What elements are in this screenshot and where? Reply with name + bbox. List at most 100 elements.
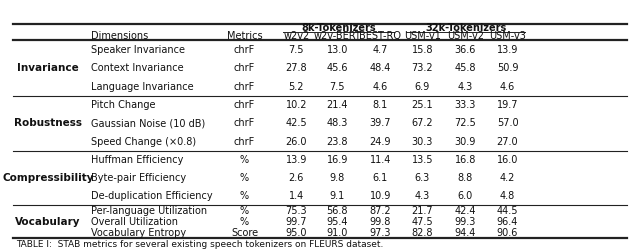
Text: Metrics: Metrics bbox=[227, 31, 262, 41]
Text: 4.3: 4.3 bbox=[415, 191, 430, 201]
Text: 6.3: 6.3 bbox=[415, 173, 430, 183]
Text: 4.3: 4.3 bbox=[458, 81, 473, 91]
Text: Compressibility: Compressibility bbox=[3, 173, 93, 183]
Text: Per-language Utilization: Per-language Utilization bbox=[91, 206, 207, 216]
Text: 72.5: 72.5 bbox=[454, 118, 476, 129]
Text: Robustness: Robustness bbox=[14, 118, 82, 129]
Text: 13.9: 13.9 bbox=[497, 45, 518, 55]
Text: 21.7: 21.7 bbox=[412, 206, 433, 216]
Text: 42.4: 42.4 bbox=[454, 206, 476, 216]
Text: TABLE I:  STAB metrics for several existing speech tokenizers on FLEURS dataset.: TABLE I: STAB metrics for several existi… bbox=[16, 240, 383, 249]
Text: 13.5: 13.5 bbox=[412, 155, 433, 165]
Text: 36.6: 36.6 bbox=[454, 45, 476, 55]
Text: 16.9: 16.9 bbox=[326, 155, 348, 165]
Text: 96.4: 96.4 bbox=[497, 217, 518, 227]
Text: Pitch Change: Pitch Change bbox=[91, 100, 156, 110]
Text: 10.9: 10.9 bbox=[369, 191, 391, 201]
Text: 6.9: 6.9 bbox=[415, 81, 430, 91]
Text: De-duplication Efficiency: De-duplication Efficiency bbox=[91, 191, 212, 201]
Text: chrF: chrF bbox=[234, 118, 255, 129]
Text: 57.0: 57.0 bbox=[497, 118, 518, 129]
Text: 4.8: 4.8 bbox=[500, 191, 515, 201]
Text: 21.4: 21.4 bbox=[326, 100, 348, 110]
Text: chrF: chrF bbox=[234, 81, 255, 91]
Text: %: % bbox=[240, 173, 249, 183]
Text: chrF: chrF bbox=[234, 63, 255, 73]
Text: 1.4: 1.4 bbox=[289, 191, 304, 201]
Text: Context Invariance: Context Invariance bbox=[91, 63, 184, 73]
Text: USM-v2: USM-v2 bbox=[447, 31, 484, 41]
Text: Overall Utilization: Overall Utilization bbox=[91, 217, 178, 227]
Text: Vocabulary: Vocabulary bbox=[15, 217, 81, 227]
Text: 95.0: 95.0 bbox=[285, 228, 307, 238]
Text: Dimensions: Dimensions bbox=[91, 31, 148, 41]
Text: 26.0: 26.0 bbox=[285, 137, 307, 147]
Text: 16.8: 16.8 bbox=[454, 155, 476, 165]
Text: 6.1: 6.1 bbox=[372, 173, 388, 183]
Text: 13.0: 13.0 bbox=[326, 45, 348, 55]
Text: %: % bbox=[240, 191, 249, 201]
Text: 24.9: 24.9 bbox=[369, 137, 391, 147]
Text: 56.8: 56.8 bbox=[326, 206, 348, 216]
Text: 48.4: 48.4 bbox=[369, 63, 391, 73]
Text: 8k-Tokenizers: 8k-Tokenizers bbox=[301, 23, 376, 33]
Text: Language Invariance: Language Invariance bbox=[91, 81, 193, 91]
Text: 4.2: 4.2 bbox=[500, 173, 515, 183]
Text: chrF: chrF bbox=[234, 45, 255, 55]
Text: %: % bbox=[240, 217, 249, 227]
Text: w2v2: w2v2 bbox=[283, 31, 310, 41]
Text: 32k-Tokenizers: 32k-Tokenizers bbox=[425, 23, 506, 33]
Text: 4.7: 4.7 bbox=[372, 45, 388, 55]
Text: 27.0: 27.0 bbox=[497, 137, 518, 147]
Text: chrF: chrF bbox=[234, 100, 255, 110]
Text: 73.2: 73.2 bbox=[412, 63, 433, 73]
Text: 87.2: 87.2 bbox=[369, 206, 391, 216]
Text: 99.8: 99.8 bbox=[369, 217, 391, 227]
Text: 33.3: 33.3 bbox=[454, 100, 476, 110]
Text: 44.5: 44.5 bbox=[497, 206, 518, 216]
Text: %: % bbox=[240, 206, 249, 216]
Text: 8.1: 8.1 bbox=[372, 100, 388, 110]
Text: 4.6: 4.6 bbox=[372, 81, 388, 91]
Text: 5.2: 5.2 bbox=[289, 81, 304, 91]
Text: 9.1: 9.1 bbox=[330, 191, 345, 201]
Text: w2v-BERT: w2v-BERT bbox=[314, 31, 361, 41]
Text: 4.6: 4.6 bbox=[500, 81, 515, 91]
Text: 16.0: 16.0 bbox=[497, 155, 518, 165]
Text: 9.8: 9.8 bbox=[330, 173, 345, 183]
Text: 11.4: 11.4 bbox=[369, 155, 391, 165]
Text: 19.7: 19.7 bbox=[497, 100, 518, 110]
Text: Byte-pair Efficiency: Byte-pair Efficiency bbox=[91, 173, 186, 183]
Text: 30.9: 30.9 bbox=[454, 137, 476, 147]
Text: 50.9: 50.9 bbox=[497, 63, 518, 73]
Text: USM-v1: USM-v1 bbox=[404, 31, 441, 41]
Text: Huffman Efficiency: Huffman Efficiency bbox=[91, 155, 183, 165]
Text: chrF: chrF bbox=[234, 137, 255, 147]
Text: 23.8: 23.8 bbox=[326, 137, 348, 147]
Text: 97.3: 97.3 bbox=[369, 228, 391, 238]
Text: BEST-RQ: BEST-RQ bbox=[359, 31, 401, 41]
Text: 13.9: 13.9 bbox=[285, 155, 307, 165]
Text: 6.0: 6.0 bbox=[458, 191, 473, 201]
Text: USM-v3: USM-v3 bbox=[489, 31, 526, 41]
Text: 27.8: 27.8 bbox=[285, 63, 307, 73]
Text: Gaussian Noise (10 dB): Gaussian Noise (10 dB) bbox=[91, 118, 205, 129]
Text: 30.3: 30.3 bbox=[412, 137, 433, 147]
Text: 42.5: 42.5 bbox=[285, 118, 307, 129]
Text: 7.5: 7.5 bbox=[289, 45, 304, 55]
Text: 45.8: 45.8 bbox=[454, 63, 476, 73]
Text: 91.0: 91.0 bbox=[326, 228, 348, 238]
Text: 75.3: 75.3 bbox=[285, 206, 307, 216]
Text: 8.8: 8.8 bbox=[458, 173, 473, 183]
Text: 25.1: 25.1 bbox=[412, 100, 433, 110]
Text: 10.2: 10.2 bbox=[285, 100, 307, 110]
Text: 2.6: 2.6 bbox=[289, 173, 304, 183]
Text: Speaker Invariance: Speaker Invariance bbox=[91, 45, 185, 55]
Text: 48.3: 48.3 bbox=[326, 118, 348, 129]
Text: 94.4: 94.4 bbox=[454, 228, 476, 238]
Text: 95.4: 95.4 bbox=[326, 217, 348, 227]
Text: 67.2: 67.2 bbox=[412, 118, 433, 129]
Text: 39.7: 39.7 bbox=[369, 118, 391, 129]
Text: 47.5: 47.5 bbox=[412, 217, 433, 227]
Text: 99.3: 99.3 bbox=[454, 217, 476, 227]
